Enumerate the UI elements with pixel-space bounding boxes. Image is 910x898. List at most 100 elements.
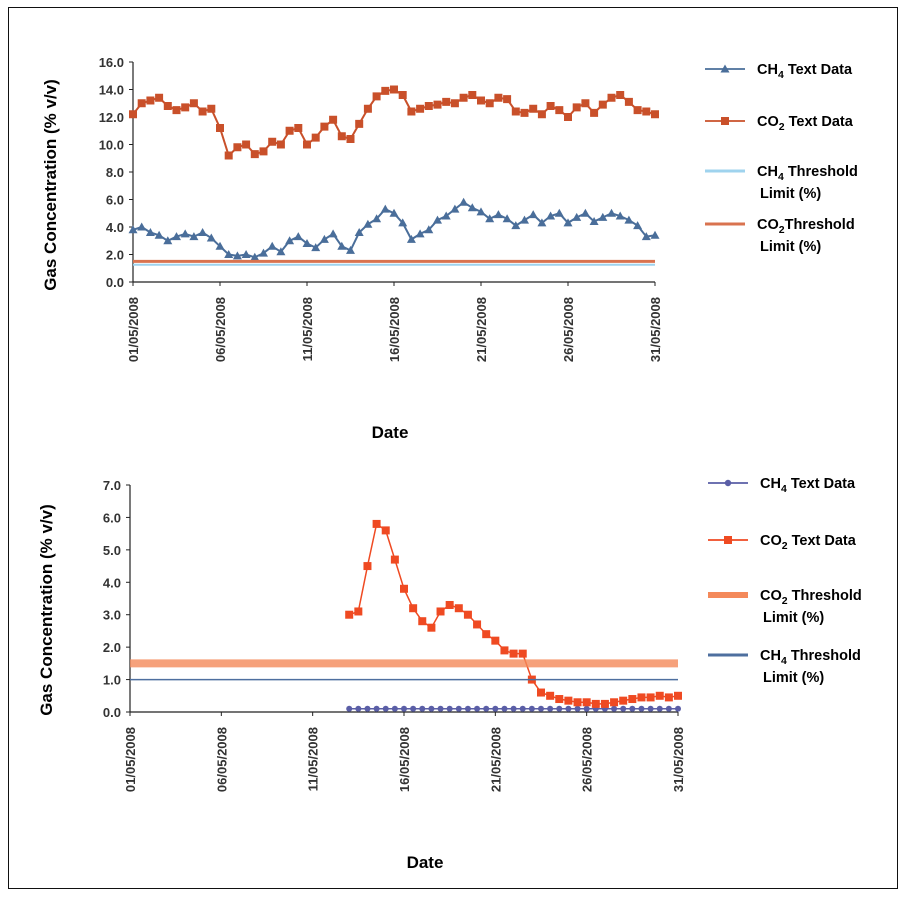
- legend-marker: [724, 536, 732, 544]
- data-point: [528, 705, 535, 712]
- data-point: [610, 698, 619, 707]
- data-point: [624, 215, 634, 224]
- y-tick-label: 2.0: [106, 248, 124, 263]
- legend-label: CO2 Text Data: [760, 533, 857, 552]
- data-point: [407, 107, 416, 116]
- data-point: [591, 699, 600, 708]
- data-point: [641, 232, 651, 241]
- data-point: [441, 211, 451, 220]
- data-point: [509, 649, 518, 658]
- data-point: [555, 106, 564, 115]
- data-point: [555, 695, 564, 704]
- x-tick-label: 16/05/2008: [387, 297, 402, 362]
- data-point: [474, 705, 481, 712]
- legend-label: CO2 Text Data: [757, 114, 854, 133]
- data-point: [364, 705, 371, 712]
- data-point: [328, 229, 338, 238]
- data-point: [564, 113, 572, 121]
- data-point: [582, 698, 591, 707]
- data-point: [467, 203, 477, 212]
- data-point: [554, 208, 564, 217]
- data-point: [128, 225, 138, 234]
- y-tick-label: 6.0: [103, 510, 121, 525]
- legend-item-bottom-2: CO2 Text Data: [708, 533, 857, 552]
- data-point: [129, 110, 137, 119]
- data-point: [628, 695, 637, 704]
- data-point: [455, 705, 462, 712]
- data-point: [345, 610, 354, 619]
- legend-label: CH4 Threshold: [760, 648, 861, 667]
- data-point: [633, 221, 643, 230]
- x-tick-label: 06/05/2008: [213, 297, 228, 362]
- data-point: [501, 705, 508, 712]
- data-point: [651, 110, 659, 119]
- data-point: [494, 93, 503, 102]
- legend-top: CH4 Text Data CO2 Text Data CH4 Threshold L…: [705, 62, 858, 255]
- data-point: [181, 103, 190, 112]
- legend-item-bottom-3: CO2 Threshold Limit (%): [708, 588, 862, 626]
- data-point: [294, 124, 303, 132]
- x-tick-label: 06/05/2008: [214, 727, 229, 792]
- y-tick-label: 7.0: [103, 478, 121, 493]
- legend-label: CH4 Text Data: [760, 476, 856, 495]
- data-point: [381, 526, 390, 535]
- data-point: [137, 222, 147, 231]
- data-point: [363, 104, 372, 113]
- data-point: [463, 610, 472, 619]
- data-point: [573, 698, 582, 707]
- data-point: [572, 103, 581, 112]
- data-point: [172, 232, 181, 241]
- data-point: [163, 102, 172, 110]
- legend-marker: [724, 479, 732, 487]
- data-point: [491, 636, 500, 645]
- data-point: [529, 104, 538, 113]
- data-point: [656, 705, 663, 712]
- data-point: [320, 122, 329, 131]
- y-tick-label: 1.0: [103, 673, 121, 688]
- data-point: [372, 519, 381, 528]
- data-point: [354, 228, 364, 236]
- legend-item-top-2: CO2 Text Data: [705, 114, 854, 133]
- data-point: [598, 100, 607, 109]
- data-point: [189, 99, 198, 108]
- legend-label: CO2Threshold: [757, 217, 855, 236]
- data-point: [415, 229, 425, 238]
- data-point: [206, 233, 216, 242]
- data-point: [607, 93, 616, 102]
- x-tick-label: 16/05/2008: [397, 727, 412, 792]
- data-point: [433, 215, 442, 224]
- data-point: [477, 96, 485, 105]
- data-point: [459, 93, 468, 102]
- y-tick-label: 5.0: [103, 543, 121, 558]
- y-tick-label: 3.0: [103, 608, 121, 623]
- data-point: [590, 108, 599, 117]
- data-point: [572, 212, 582, 221]
- data-point: [198, 107, 207, 116]
- data-point: [416, 104, 425, 113]
- data-point: [629, 705, 636, 712]
- data-point: [428, 705, 435, 712]
- data-point: [224, 151, 233, 160]
- y-tick-label: 16.0: [99, 55, 124, 70]
- data-point: [215, 241, 225, 250]
- data-point: [268, 137, 277, 146]
- data-point: [381, 86, 390, 95]
- data-point: [538, 705, 544, 712]
- data-point: [589, 217, 599, 225]
- data-point: [437, 705, 444, 712]
- data-point: [302, 239, 312, 247]
- data-point: [528, 210, 538, 219]
- data-point: [285, 126, 294, 135]
- data-point: [616, 91, 625, 99]
- data-point: [518, 649, 527, 658]
- series-line-top-2: [132, 88, 656, 158]
- data-point: [363, 219, 373, 228]
- plot-area-top: 0.0 2.0 4.0 6.0 8.0 10.0 12.0 14.0 16.0 01/05/200…: [99, 55, 663, 362]
- legend-marker: [721, 117, 729, 125]
- legend-label: CH4 Text Data: [757, 62, 853, 81]
- data-point: [519, 705, 526, 712]
- data-point: [537, 218, 547, 227]
- data-point: [564, 696, 573, 705]
- x-tick-label: 01/05/2008: [126, 297, 141, 362]
- data-point: [337, 132, 346, 141]
